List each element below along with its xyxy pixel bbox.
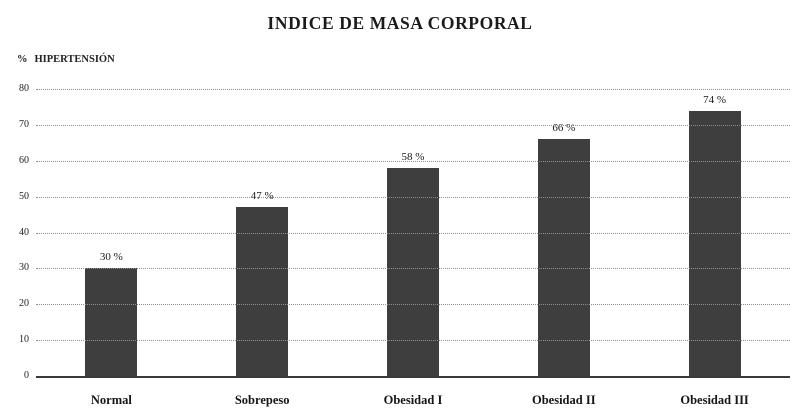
y-tick-10: 10 (19, 334, 29, 346)
bar-column-obesidad-iii: 74 % (650, 89, 780, 376)
y-tick-80: 80 (19, 83, 29, 94)
bar-obesidad-i (386, 167, 439, 376)
bar-value-label-obesidad-i: 58 % (401, 150, 425, 163)
bar-obesidad-ii (537, 139, 590, 376)
gridline-80 (36, 89, 790, 90)
bar-normal (85, 268, 138, 376)
bar-obesidad-iii (688, 110, 741, 376)
x-tick-label-obesidad-ii: Obesidad II (531, 393, 596, 407)
bar-value-label-sobrepeso: 47 % (250, 190, 274, 203)
y-axis-title: % HIPERTENSIÓN (17, 54, 115, 65)
bar-column-normal: 30 % (46, 89, 176, 376)
x-tick-label-normal: Normal (90, 393, 132, 407)
y-tick-60: 60 (19, 154, 29, 166)
bar-value-label-normal: 30 % (99, 251, 123, 264)
gridline-30 (36, 268, 790, 270)
bar-column-obesidad-ii: 66 % (499, 89, 629, 376)
y-tick-50: 50 (19, 190, 29, 202)
gridline-40 (36, 232, 790, 234)
bar-column-sobrepeso: 47 % (197, 89, 327, 376)
bars-group: 30 % 47 % 58 % 66 % 74 % (36, 89, 790, 376)
gridline-60 (36, 160, 790, 162)
bar-sobrepeso (236, 207, 289, 376)
y-axis-percent-sign: % (17, 54, 28, 65)
x-tick-label-sobrepeso: Sobrepeso (234, 393, 290, 407)
gridline-20 (36, 304, 790, 306)
y-tick-70: 70 (19, 118, 29, 130)
y-axis-title-text: HIPERTENSIÓN (34, 54, 115, 65)
bar-value-label-obesidad-ii: 66 % (552, 122, 576, 135)
x-tick-label-obesidad-i: Obesidad I (383, 393, 443, 407)
y-tick-30: 30 (19, 262, 29, 274)
bar-column-obesidad-i: 58 % (348, 89, 478, 376)
y-tick-40: 40 (19, 226, 29, 238)
x-axis-labels: Normal Sobrepeso Obesidad I Obesidad II Obes… (36, 393, 790, 408)
x-tick-label-obesidad-iii: Obesidad III (680, 393, 749, 407)
bar-value-label-obesidad-iii: 74 % (703, 93, 727, 106)
gridline-50 (36, 196, 790, 198)
plot-area: 30 % 47 % 58 % 66 % 74 % 0 10 20 30 40 50 60 70 80 (19, 84, 790, 381)
y-tick-0: 0 (24, 370, 29, 381)
gridline-10 (36, 340, 790, 342)
chart-title: INDICE DE MASA CORPORAL (267, 13, 533, 33)
y-tick-20: 20 (19, 298, 29, 310)
gridline-70 (36, 124, 790, 126)
